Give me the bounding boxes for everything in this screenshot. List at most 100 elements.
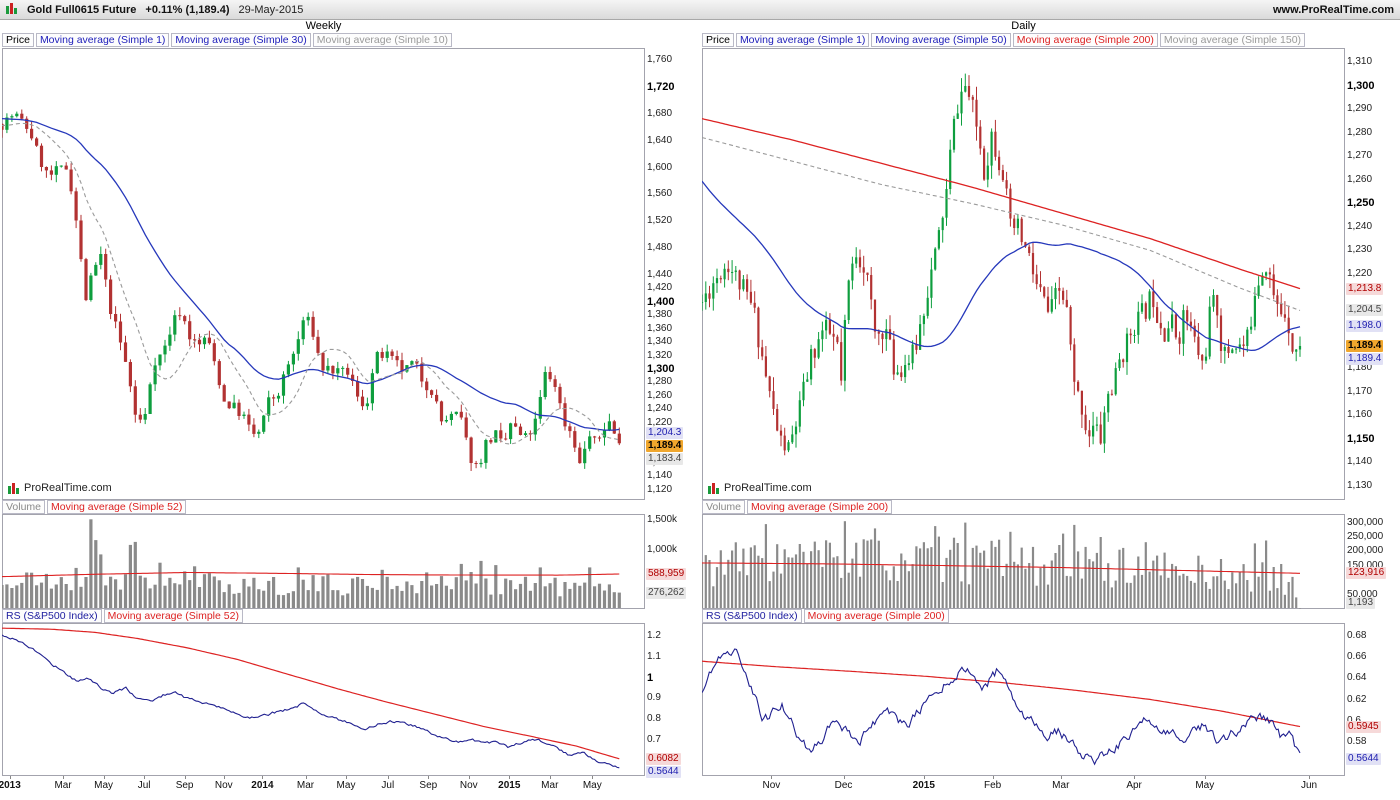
axis-tick: 1,360 <box>647 322 673 334</box>
legend-chip[interactable]: Moving average (Simple 200) <box>747 500 893 514</box>
axis-tick: 1,220 <box>647 416 673 428</box>
volume-ma-line <box>702 562 1300 574</box>
legend-chip[interactable]: Volume <box>2 500 46 514</box>
axis-tick: 1,120 <box>647 483 673 495</box>
weekly-volume-plot[interactable] <box>2 514 645 609</box>
legend-chip[interactable]: RS (S&P500 Index) <box>2 609 102 623</box>
axis-tick: 1.1 <box>647 651 661 663</box>
legend-chip[interactable]: Moving average (Simple 200) <box>1012 33 1158 47</box>
axis-tick: 1,140 <box>1347 456 1373 468</box>
time-tick <box>468 776 470 779</box>
watermark: ProRealTime.com <box>708 482 812 494</box>
ma50-line <box>702 180 1301 352</box>
time-label: Jun <box>1300 780 1318 791</box>
legend-chip[interactable]: Moving average (Simple 150) <box>1159 33 1306 47</box>
axis-callout: 1,189.4 <box>646 440 684 453</box>
time-label: Mar <box>296 780 315 791</box>
daily-timeframe-title: Daily <box>1011 20 1036 32</box>
weekly-rs-plot[interactable] <box>2 623 645 776</box>
site-link[interactable]: www.ProRealTime.com <box>1272 3 1394 16</box>
prt-logo-icon <box>8 482 19 494</box>
axis-tick: 1,310 <box>1347 56 1373 68</box>
time-tick <box>771 776 773 779</box>
axis-tick: 0.6 <box>1347 715 1361 726</box>
time-label: Feb <box>983 780 1002 791</box>
header: Gold Full0615 Future +0.11% (1,189.4) 29… <box>0 0 1400 20</box>
axis-tick: 1,640 <box>647 134 673 146</box>
weekly-timeframe-title: Weekly <box>305 20 342 32</box>
legend-chip[interactable]: Moving average (Simple 1) <box>35 33 170 47</box>
axis-tick: 1,720 <box>647 80 675 93</box>
axis-tick: 250,000 <box>1347 531 1384 543</box>
axis-tick: 1,500k <box>647 513 678 525</box>
axis-tick: 1,340 <box>647 336 673 348</box>
time-tick <box>509 776 511 779</box>
time-label: May <box>94 780 114 791</box>
legend-chip[interactable]: Moving average (Simple 1) <box>735 33 870 47</box>
rs-line <box>702 648 1301 766</box>
axis-callout: 1,189.4 <box>1346 353 1384 366</box>
instrument-title: Gold Full0615 Future <box>27 3 137 16</box>
time-label: Jul <box>137 780 151 791</box>
axis-callout: 0.5945 <box>1346 720 1381 733</box>
time-label: Sep <box>419 780 438 791</box>
weekly-price-plot[interactable] <box>2 48 645 500</box>
axis-tick: 1,290 <box>1347 103 1373 115</box>
axis-tick: 1,600 <box>647 161 673 173</box>
time-label: 2015 <box>498 780 521 791</box>
legend-chip[interactable]: Moving average (Simple 52) <box>47 500 187 514</box>
time-tick <box>63 776 65 779</box>
legend-chip[interactable]: Price <box>702 33 734 47</box>
time-label: 2014 <box>251 780 274 791</box>
time-label: Nov <box>214 780 233 791</box>
time-tick <box>428 776 430 779</box>
axis-tick: 1,560 <box>647 188 673 200</box>
time-tick <box>1204 776 1206 779</box>
axis-tick: 1,520 <box>647 215 673 227</box>
axis-tick: 1,180 <box>1347 362 1373 374</box>
ma10-line <box>2 122 620 445</box>
axis-tick: 1,240 <box>647 403 673 415</box>
prt-logo-icon <box>708 482 719 494</box>
legend-chip[interactable]: Price <box>2 33 34 47</box>
rs-ma-line <box>2 627 620 760</box>
candles <box>2 109 621 471</box>
daily-price-legend: Price Moving average (Simple 1) Moving ave… <box>702 33 1306 47</box>
time-label: Mar <box>1052 780 1070 791</box>
axis-callout: 1,183.4 <box>646 453 684 466</box>
axis-tick: 0.58 <box>1347 736 1367 747</box>
axis-tick: 1,240 <box>1347 220 1373 232</box>
axis-callout: 123,916 <box>1346 567 1387 580</box>
time-tick <box>549 776 551 779</box>
axis-callout: 1,213.8 <box>1346 282 1384 295</box>
time-label: Nov <box>459 780 478 791</box>
legend-chip[interactable]: RS (S&P500 Index) <box>702 609 802 623</box>
daily-volume-legend: Volume Moving average (Simple 200) <box>702 500 893 514</box>
daily-price-plot[interactable] <box>702 48 1345 500</box>
legend-chip[interactable]: Moving average (Simple 50) <box>871 33 1011 47</box>
axis-tick: 1,150 <box>1347 432 1375 445</box>
axis-tick: 0.66 <box>1347 651 1367 662</box>
axis-callout: 0.6082 <box>646 752 681 765</box>
daily-volume-plot[interactable] <box>702 514 1345 609</box>
volume-bars <box>2 519 621 608</box>
volume-ma-line <box>2 571 620 578</box>
axis-tick: 150,000 <box>1347 559 1384 571</box>
axis-tick: 1,680 <box>647 107 673 119</box>
daily-rs-legend: RS (S&P500 Index) Moving average (Simple … <box>702 609 949 623</box>
legend-chip[interactable]: Moving average (Simple 200) <box>803 609 949 623</box>
time-axis: 2013 Mar May Jul Sep Nov 2014 Mar May Jul Sep Nov 20… <box>0 776 645 796</box>
axis-callout: 1,204.3 <box>646 427 684 440</box>
rs-ma-line <box>702 660 1301 728</box>
legend-chip[interactable]: Moving average (Simple 30) <box>171 33 311 47</box>
axis-tick: 1,250 <box>1347 197 1375 210</box>
legend-chip[interactable]: Moving average (Simple 52) <box>103 609 243 623</box>
daily-rs-plot[interactable] <box>702 623 1345 776</box>
axis-tick: 1,280 <box>1347 126 1373 138</box>
legend-chip[interactable]: Volume <box>702 500 746 514</box>
axis-tick: 1,160 <box>1347 409 1373 421</box>
time-label: May <box>1195 780 1215 791</box>
prt-logo-icon <box>6 2 17 14</box>
legend-chip[interactable]: Moving average (Simple 10) <box>312 33 453 47</box>
